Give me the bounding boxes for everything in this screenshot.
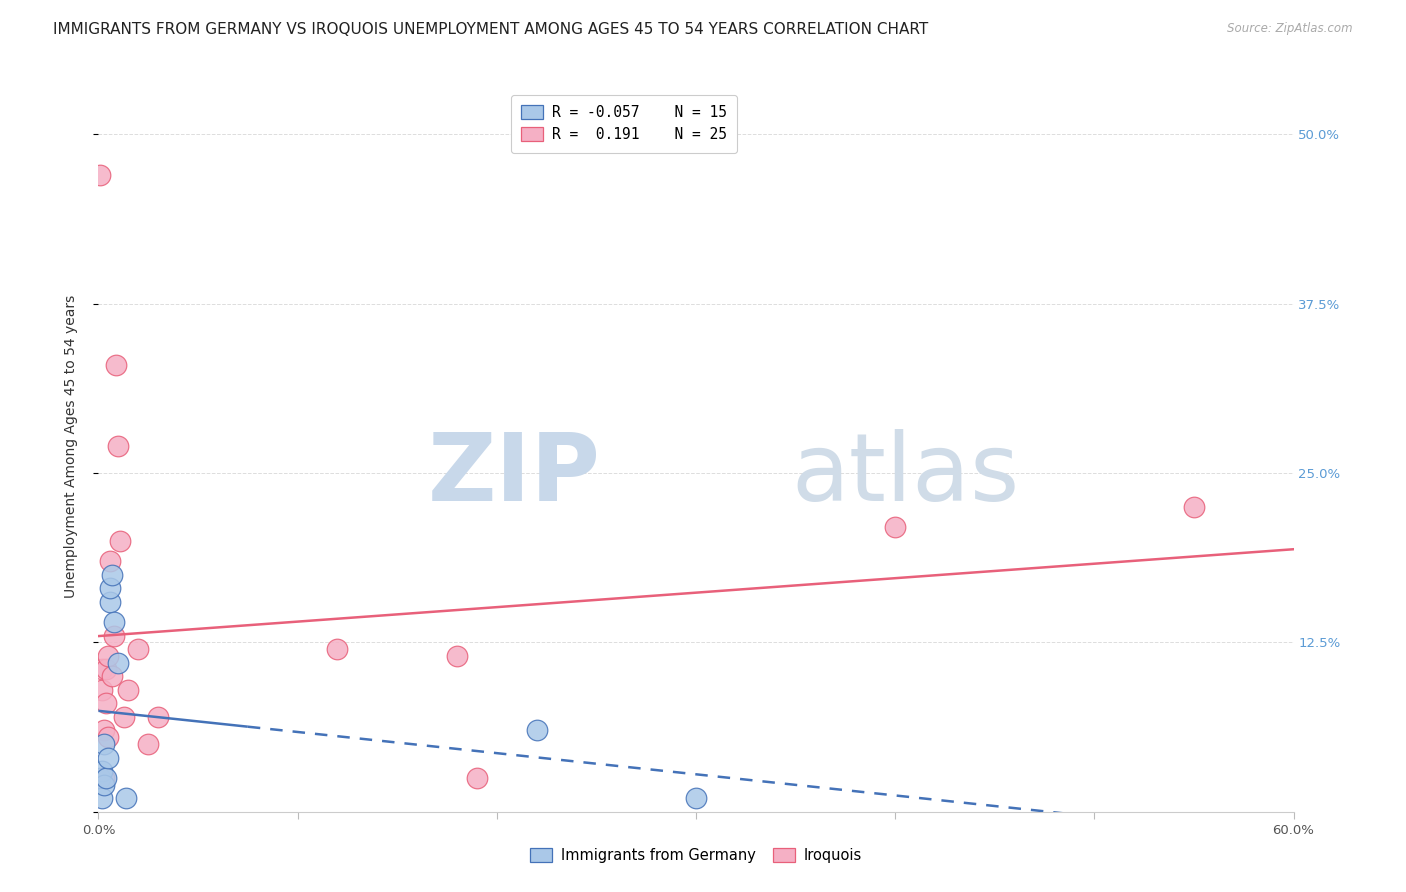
Point [98, 581, 122, 595]
Point [93, 723, 115, 738]
Text: ZIP: ZIP [427, 429, 600, 521]
Point [107, 439, 129, 453]
Text: Source: ZipAtlas.com: Source: ZipAtlas.com [1227, 22, 1353, 36]
Point [685, 791, 707, 805]
Point [91, 764, 114, 778]
Point [101, 567, 124, 582]
Point [97, 730, 120, 744]
Point [89, 771, 111, 785]
Point [526, 723, 548, 738]
Point [326, 642, 349, 657]
Point [107, 656, 129, 670]
Point [112, 710, 135, 724]
Point [465, 771, 488, 785]
Y-axis label: Unemployment Among Ages 45 to 54 years: Unemployment Among Ages 45 to 54 years [63, 294, 77, 598]
Point [96, 697, 118, 711]
Point [446, 648, 468, 663]
Point [136, 737, 159, 751]
Point [91, 663, 114, 677]
Point [1182, 500, 1205, 514]
Point [115, 791, 138, 805]
Point [91, 791, 114, 805]
Point [98, 595, 122, 609]
Point [127, 642, 149, 657]
Point [96, 771, 118, 785]
Point [110, 533, 132, 548]
Point [97, 648, 120, 663]
Point [97, 750, 120, 764]
Point [117, 682, 139, 697]
Point [93, 778, 115, 792]
Text: IMMIGRANTS FROM GERMANY VS IROQUOIS UNEMPLOYMENT AMONG AGES 45 TO 54 YEARS CORRE: IMMIGRANTS FROM GERMANY VS IROQUOIS UNEM… [53, 22, 929, 37]
Point [91, 682, 114, 697]
Point [884, 520, 907, 534]
Point [96, 663, 118, 677]
Point [105, 358, 128, 372]
Legend: Immigrants from Germany, Iroquois: Immigrants from Germany, Iroquois [523, 840, 869, 871]
Point [98, 554, 122, 568]
Point [89, 168, 111, 182]
Point [148, 710, 170, 724]
Text: atlas: atlas [792, 429, 1019, 521]
Point [101, 669, 124, 683]
Point [93, 771, 115, 785]
Point [103, 615, 125, 629]
Point [93, 737, 115, 751]
Point [103, 629, 125, 643]
